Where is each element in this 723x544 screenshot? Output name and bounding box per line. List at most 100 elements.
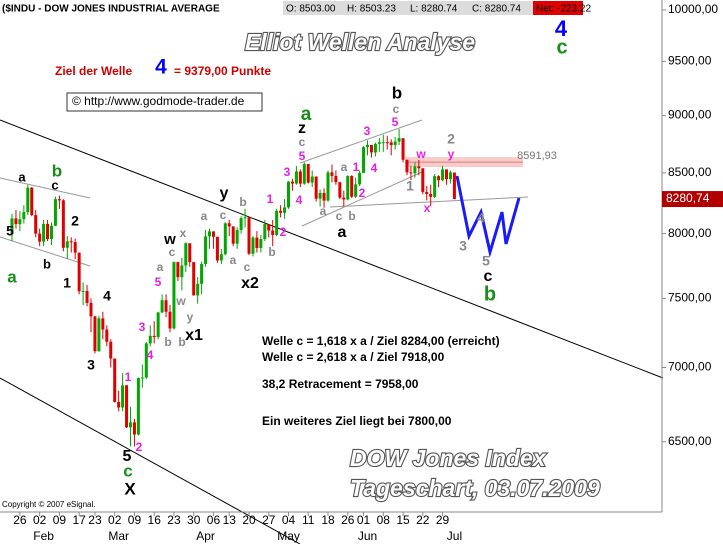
candle-body xyxy=(121,385,125,408)
candle-body xyxy=(196,283,200,296)
candle-body xyxy=(113,358,117,402)
wave-label: x1 xyxy=(185,327,203,344)
x-tick-label: 17 xyxy=(72,513,86,527)
wave-label: 3 xyxy=(459,238,467,254)
wave-label: 2 xyxy=(280,225,287,239)
note: Welle c = 2,618 x a / Ziel 7918,00 xyxy=(262,350,445,364)
y-tick-label: 9000,00 xyxy=(668,108,712,122)
candle-body xyxy=(30,187,34,216)
x-tick-label: 15 xyxy=(396,513,410,527)
note: Ein weiteres Ziel liegt bei 7800,00 xyxy=(262,414,452,428)
wave-label: 3 xyxy=(364,124,371,138)
wave-label: b xyxy=(392,83,402,102)
candle-body xyxy=(346,176,350,200)
candle-body xyxy=(239,218,243,231)
y-tick-label: 7000,00 xyxy=(668,360,712,374)
month-label: Jul xyxy=(447,529,462,543)
wave-label: a xyxy=(301,104,312,125)
candle-body xyxy=(180,265,184,278)
candle-body xyxy=(334,175,338,183)
wave-label: 4 xyxy=(296,193,303,207)
wave-label: a xyxy=(341,160,348,174)
candle-body xyxy=(294,171,298,184)
candle-body xyxy=(298,171,302,184)
candle-body xyxy=(373,143,377,153)
wave-label: w xyxy=(175,294,186,308)
month-label: Jun xyxy=(358,529,377,543)
wave-label: X xyxy=(124,479,136,498)
candle-body xyxy=(235,230,239,244)
candle-body xyxy=(314,176,318,199)
candle-body xyxy=(34,215,38,234)
candle-body xyxy=(362,147,366,173)
net-value: Net: -223.22 xyxy=(536,4,591,15)
wave-label: y xyxy=(448,147,455,161)
wave-label: a xyxy=(320,204,327,218)
x-tick-label: 16 xyxy=(148,513,162,527)
wave-label: b xyxy=(268,245,275,259)
wave-label: 2 xyxy=(447,131,455,147)
channel-line xyxy=(301,171,423,227)
candle-body xyxy=(381,142,385,144)
x-tick-label: 09 xyxy=(53,513,67,527)
candle-body xyxy=(401,138,405,160)
x-tick-label: 29 xyxy=(436,513,450,527)
candle-body xyxy=(117,401,121,408)
candle-body xyxy=(433,176,437,197)
target-wave: 4 xyxy=(155,56,167,79)
header-box xyxy=(283,1,533,15)
source-box xyxy=(66,92,263,112)
wave-label: y xyxy=(220,185,229,202)
low-value: L: 8280.74 xyxy=(410,4,458,15)
wave-label: c xyxy=(393,102,400,116)
candle-body xyxy=(125,385,129,428)
candle-body xyxy=(10,218,14,234)
wave-label: x2 xyxy=(241,275,259,292)
x-tick-label: 13 xyxy=(223,513,237,527)
candle-body xyxy=(188,243,192,263)
candle-body xyxy=(105,329,109,342)
candle-body xyxy=(53,199,57,226)
wave-label: c xyxy=(484,268,493,285)
month-label: Feb xyxy=(33,529,54,543)
candle-body xyxy=(389,142,393,146)
target-label: Ziel der Welle xyxy=(55,64,132,78)
candle-body xyxy=(223,223,227,255)
channel-line xyxy=(299,119,423,164)
candle-body xyxy=(85,290,89,303)
candle-body xyxy=(93,316,97,352)
month-label: Mar xyxy=(108,529,129,543)
candle-body xyxy=(306,164,310,183)
candle-body xyxy=(322,192,326,201)
candle-body xyxy=(366,144,369,148)
wave-label: b xyxy=(52,161,62,180)
candle-body xyxy=(156,312,160,338)
candle-body xyxy=(219,254,223,261)
candle-body xyxy=(247,217,251,254)
wave-label: a xyxy=(338,224,347,241)
wave-label: c xyxy=(244,260,251,274)
candle-body xyxy=(385,142,389,144)
x-tick-label: 04 xyxy=(282,513,296,527)
wave-label: 4 xyxy=(477,210,485,226)
copyright: Copyright © 2007 eSignal. xyxy=(2,500,96,509)
candle-body xyxy=(22,212,26,220)
candle-body xyxy=(437,176,441,181)
candle-body xyxy=(61,200,65,248)
channel-line xyxy=(329,196,529,208)
wave-label: 2 xyxy=(359,186,366,200)
candle-body xyxy=(310,176,314,183)
candle-body xyxy=(302,164,306,184)
chart-title: Elliot Wellen Analyse xyxy=(245,29,475,55)
x-tick-label: 20 xyxy=(242,513,256,527)
candle-body xyxy=(251,237,255,254)
candle-body xyxy=(172,262,176,329)
last-price-box xyxy=(662,191,723,208)
candle-body xyxy=(350,176,354,197)
note: Welle c = 1,618 x a / Ziel 8284,00 (erre… xyxy=(262,334,500,348)
candle-body xyxy=(445,169,448,180)
candle-body xyxy=(452,172,456,200)
wave-label: c xyxy=(51,177,58,192)
